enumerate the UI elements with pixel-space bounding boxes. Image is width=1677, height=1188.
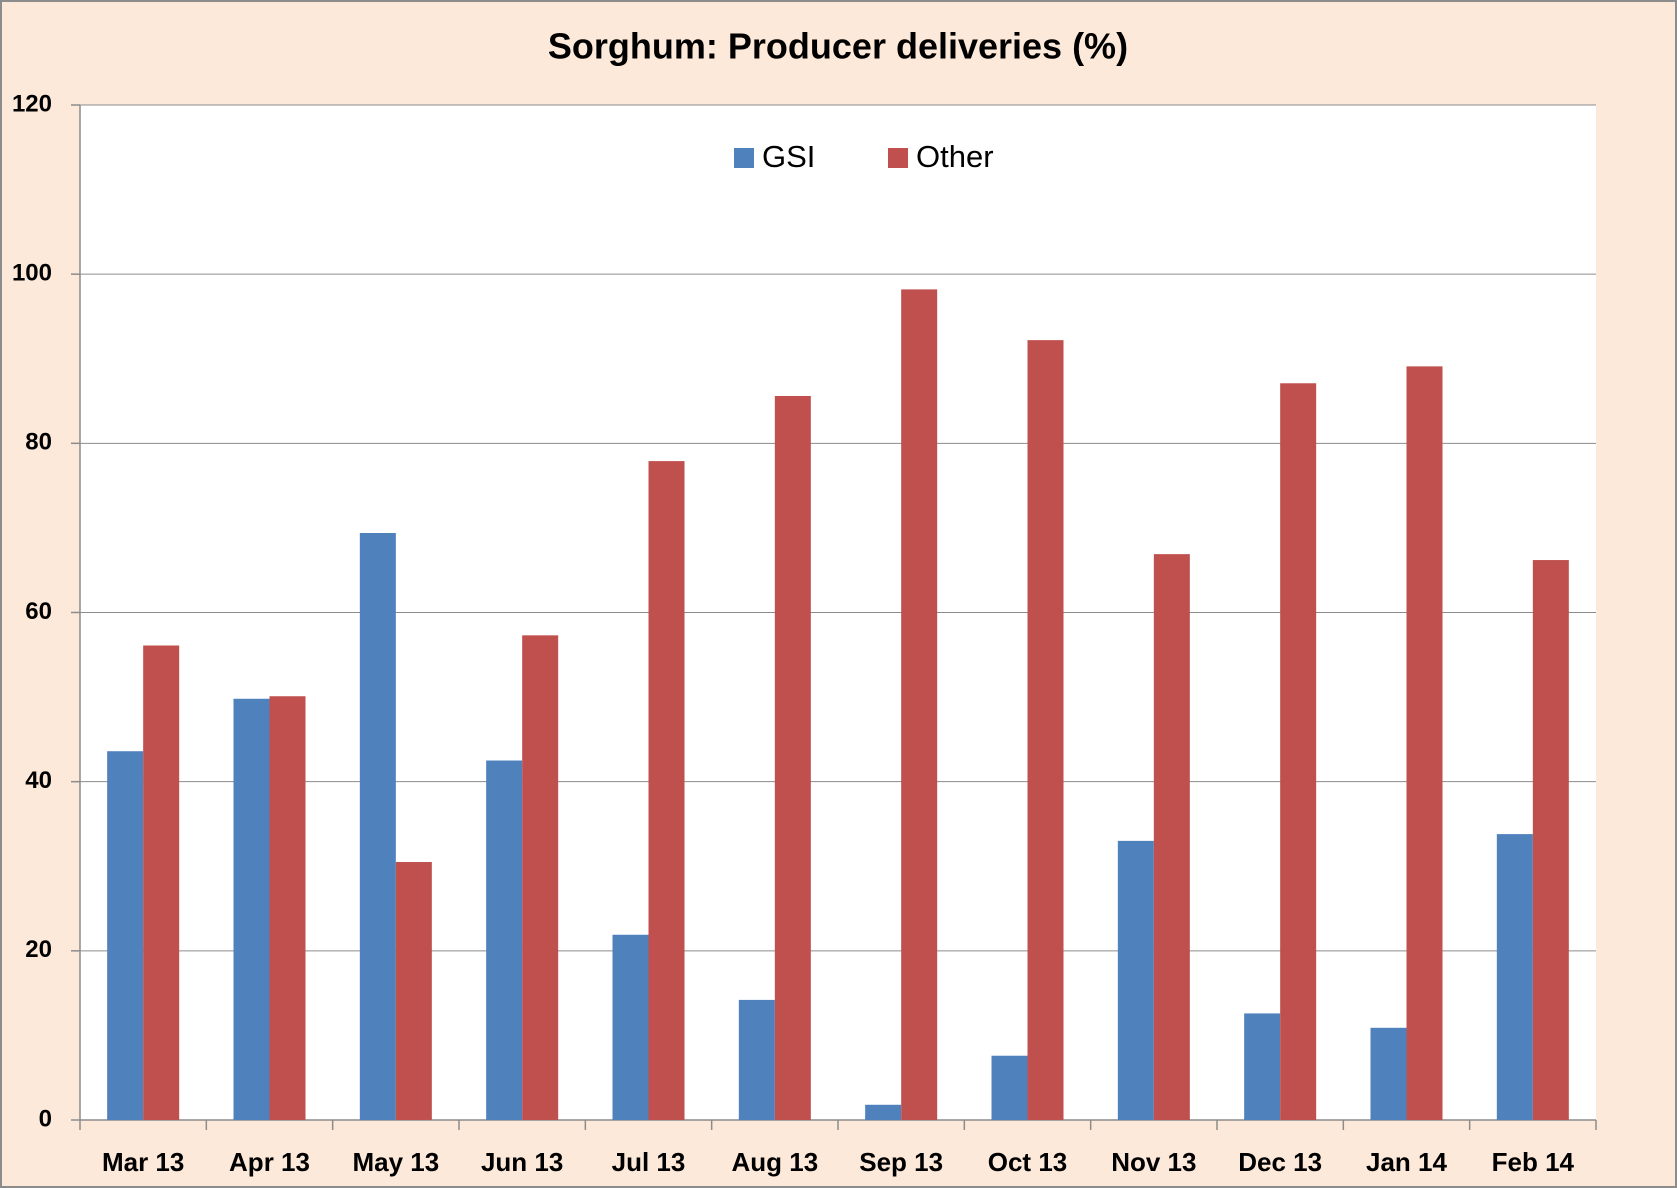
y-tick-label: 80 xyxy=(25,429,52,456)
y-tick-label: 40 xyxy=(25,767,52,794)
y-tick-label: 60 xyxy=(25,598,52,625)
bar xyxy=(107,751,144,1120)
bar xyxy=(1496,834,1533,1120)
x-tick-label: Jul 13 xyxy=(612,1147,686,1177)
bar xyxy=(1117,840,1154,1120)
bar xyxy=(1027,340,1064,1120)
bar xyxy=(359,532,396,1120)
legend-swatch xyxy=(888,148,908,168)
bar xyxy=(774,395,811,1120)
legend-label: Other xyxy=(916,139,994,174)
y-tick-label: 100 xyxy=(12,260,52,287)
x-tick-label: Sep 13 xyxy=(859,1147,943,1177)
bar xyxy=(1370,1027,1407,1120)
bar xyxy=(1153,554,1190,1120)
y-tick-label: 120 xyxy=(12,90,52,117)
bar xyxy=(738,999,775,1120)
bar xyxy=(522,635,559,1120)
bar xyxy=(486,760,523,1120)
legend-label: GSI xyxy=(762,139,815,174)
x-tick-label: Apr 13 xyxy=(229,1147,310,1177)
bar xyxy=(143,645,180,1120)
bar xyxy=(1532,560,1569,1120)
bar xyxy=(991,1055,1028,1120)
x-tick-label: Mar 13 xyxy=(102,1147,184,1177)
bar xyxy=(1244,1013,1281,1120)
y-tick-label: 0 xyxy=(39,1105,52,1132)
bar xyxy=(233,698,270,1120)
bar xyxy=(648,461,685,1120)
bar xyxy=(269,696,306,1120)
legend-swatch xyxy=(734,148,754,168)
x-tick-label: Jun 13 xyxy=(481,1147,563,1177)
bar xyxy=(612,934,649,1120)
y-tick-label: 20 xyxy=(25,936,52,963)
bar xyxy=(1280,383,1317,1120)
bar xyxy=(865,1104,902,1120)
x-tick-label: Nov 13 xyxy=(1111,1147,1196,1177)
bar xyxy=(1406,366,1443,1120)
chart-title: Sorghum: Producer deliveries (%) xyxy=(548,26,1128,67)
bar xyxy=(901,289,938,1120)
x-tick-label: Aug 13 xyxy=(731,1147,818,1177)
x-tick-label: Feb 14 xyxy=(1492,1147,1575,1177)
x-tick-label: Dec 13 xyxy=(1238,1147,1322,1177)
x-tick-label: Oct 13 xyxy=(988,1147,1068,1177)
x-tick-label: Jan 14 xyxy=(1366,1147,1447,1177)
bar xyxy=(395,862,432,1120)
x-tick-label: May 13 xyxy=(352,1147,439,1177)
